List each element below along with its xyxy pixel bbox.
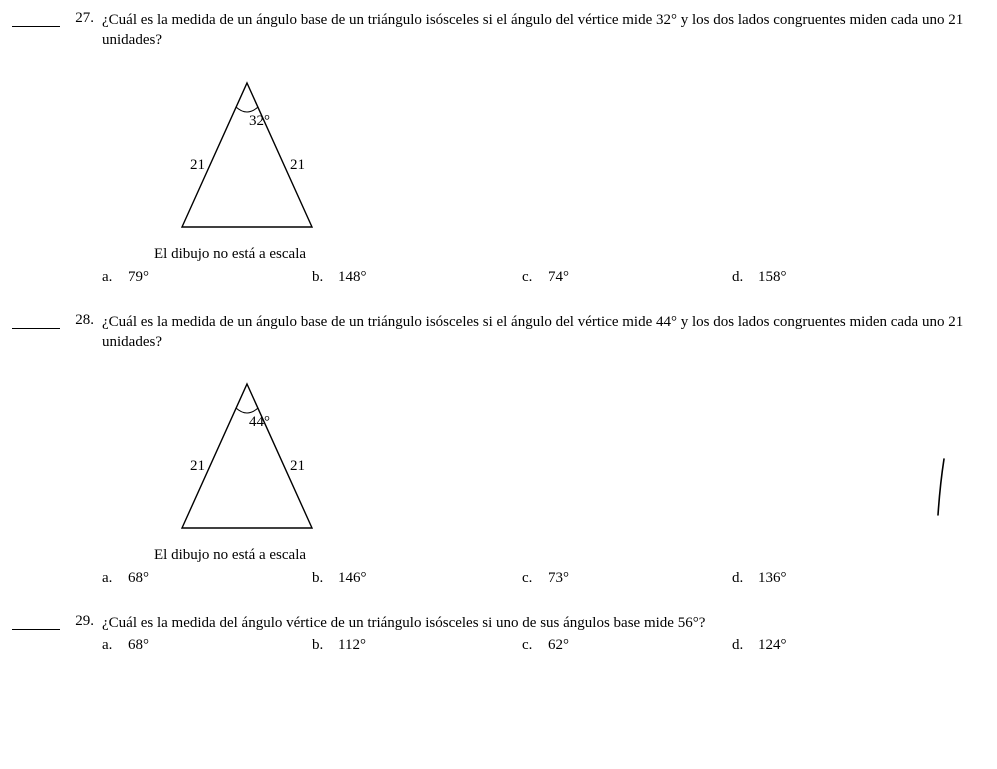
choice-letter: a.: [102, 637, 128, 654]
question-text: ¿Cuál es la medida del ángulo vértice de…: [102, 613, 985, 633]
choice-d[interactable]: d. 124°: [732, 637, 942, 654]
left-side-label: 21: [190, 157, 205, 173]
answer-choices: a. 68° b. 146° c. 73° d. 136°: [102, 570, 985, 587]
choice-letter: c.: [522, 637, 548, 654]
question-body: ¿Cuál es la medida de un ángulo base de …: [102, 312, 985, 588]
choice-letter: d.: [732, 570, 758, 587]
choice-b[interactable]: b. 112°: [312, 637, 522, 654]
choice-b[interactable]: b. 148°: [312, 269, 522, 286]
choice-a[interactable]: a. 68°: [102, 637, 312, 654]
vertex-arc: [236, 107, 258, 112]
answer-blank[interactable]: [12, 314, 60, 329]
right-side-label: 21: [290, 458, 305, 474]
vertex-arc: [236, 408, 258, 413]
not-to-scale-note: El dibujo no está a escala: [154, 246, 985, 263]
choice-c[interactable]: c. 62°: [522, 637, 732, 654]
choice-a[interactable]: a. 79°: [102, 269, 312, 286]
vertex-angle-label: 32°: [249, 113, 270, 129]
choice-a[interactable]: a. 68°: [102, 570, 312, 587]
triangle-figure: 32° 21 21: [162, 77, 985, 242]
question-number: 27.: [60, 10, 102, 27]
triangle-shape: [182, 83, 312, 227]
triangle-shape: [182, 384, 312, 528]
answer-blank[interactable]: [12, 615, 60, 630]
choice-letter: b.: [312, 637, 338, 654]
choice-c[interactable]: c. 73°: [522, 570, 732, 587]
triangle-svg: 44° 21 21: [162, 378, 332, 538]
question-body: ¿Cuál es la medida de un ángulo base de …: [102, 10, 985, 286]
question-body: ¿Cuál es la medida del ángulo vértice de…: [102, 613, 985, 654]
choice-value: 68°: [128, 637, 149, 654]
choice-value: 68°: [128, 570, 149, 587]
question-number: 29.: [60, 613, 102, 630]
choice-b[interactable]: b. 146°: [312, 570, 522, 587]
answer-choices: a. 68° b. 112° c. 62° d. 124°: [102, 637, 985, 654]
question-27: 27. ¿Cuál es la medida de un ángulo base…: [12, 10, 985, 286]
choice-letter: d.: [732, 637, 758, 654]
question-text: ¿Cuál es la medida de un ángulo base de …: [102, 312, 985, 353]
question-28: 28. ¿Cuál es la medida de un ángulo base…: [12, 312, 985, 588]
choice-d[interactable]: d. 136°: [732, 570, 942, 587]
choice-d[interactable]: d. 158°: [732, 269, 942, 286]
choice-value: 124°: [758, 637, 787, 654]
answer-choices: a. 79° b. 148° c. 74° d. 158°: [102, 269, 985, 286]
choice-value: 74°: [548, 269, 569, 286]
triangle-figure: 44° 21 21: [162, 378, 985, 543]
vertex-angle-label: 44°: [249, 414, 270, 430]
choice-letter: b.: [312, 269, 338, 286]
choice-value: 112°: [338, 637, 366, 654]
choice-letter: a.: [102, 269, 128, 286]
choice-value: 136°: [758, 570, 787, 587]
choice-letter: d.: [732, 269, 758, 286]
choice-value: 73°: [548, 570, 569, 587]
question-number: 28.: [60, 312, 102, 329]
answer-blank[interactable]: [12, 12, 60, 27]
choice-letter: c.: [522, 570, 548, 587]
choice-value: 158°: [758, 269, 787, 286]
triangle-svg: 32° 21 21: [162, 77, 332, 237]
choice-value: 148°: [338, 269, 367, 286]
left-side-label: 21: [190, 458, 205, 474]
right-side-label: 21: [290, 157, 305, 173]
choice-value: 62°: [548, 637, 569, 654]
choice-letter: c.: [522, 269, 548, 286]
not-to-scale-note: El dibujo no está a escala: [154, 547, 985, 564]
stray-mark: [930, 455, 954, 521]
choice-letter: a.: [102, 570, 128, 587]
question-29: 29. ¿Cuál es la medida del ángulo vértic…: [12, 613, 985, 654]
choice-value: 146°: [338, 570, 367, 587]
choice-value: 79°: [128, 269, 149, 286]
choice-letter: b.: [312, 570, 338, 587]
choice-c[interactable]: c. 74°: [522, 269, 732, 286]
question-text: ¿Cuál es la medida de un ángulo base de …: [102, 10, 985, 51]
